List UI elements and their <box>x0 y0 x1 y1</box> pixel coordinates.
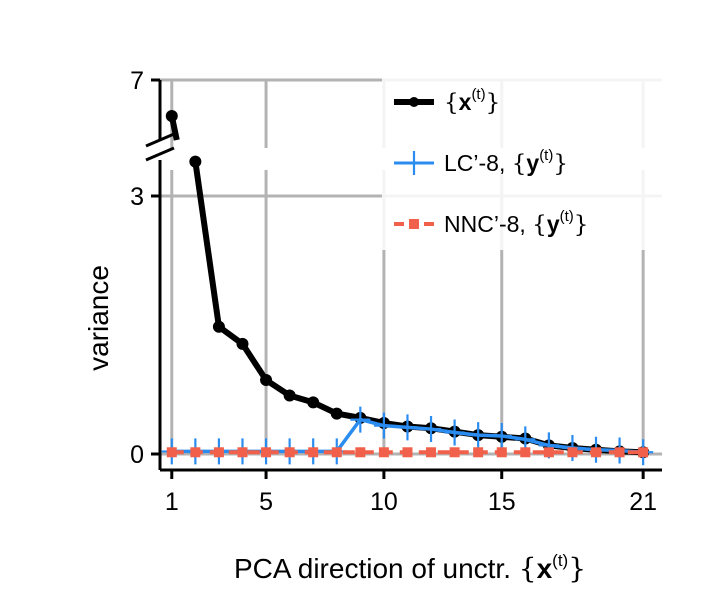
data-point <box>212 320 225 333</box>
y-tick-label: 7 <box>130 67 144 95</box>
x-axis-label-sup: (t) <box>552 551 568 570</box>
data-point <box>543 447 554 458</box>
legend-label: {x(t)} <box>444 86 500 116</box>
data-point <box>190 447 201 458</box>
legend-label-sup: (t) <box>471 86 485 103</box>
data-point <box>421 416 442 443</box>
y-tick-label: 3 <box>130 183 144 211</box>
y-axis-label: variance <box>83 265 114 371</box>
legend-label-brace-open: { <box>532 212 547 238</box>
data-point <box>331 447 342 458</box>
data-point <box>449 447 460 458</box>
legend-label-brace-open: { <box>444 90 459 116</box>
data-point <box>496 447 507 458</box>
x-tick-label: 1 <box>165 488 179 516</box>
legend-label-brace-close: } <box>486 90 501 116</box>
legend-marker <box>409 219 419 229</box>
axis-break-mark-upper <box>145 132 175 148</box>
legend-label-var: x <box>459 89 472 115</box>
series <box>161 110 654 466</box>
data-point <box>614 447 625 458</box>
x-tick-label: 15 <box>488 488 516 516</box>
data-point <box>237 447 248 458</box>
data-point <box>378 447 389 458</box>
legend-label-var: y <box>547 211 560 237</box>
data-point <box>330 407 343 420</box>
x-axis-label: PCA direction of unctr. {x(t)} <box>234 551 586 585</box>
x-axis-label-brace-close: } <box>568 552 586 585</box>
legend-label: LC’-8, {y(t)} <box>444 147 568 177</box>
axis-break-mark-lower <box>145 146 175 162</box>
data-point <box>567 447 578 458</box>
legend-label: NNC’-8, {y(t)} <box>444 208 588 238</box>
data-point <box>426 447 437 458</box>
legend-label-brace-open: { <box>512 151 527 177</box>
x-axis-label-var: x <box>537 553 553 584</box>
legend-label-var: y <box>526 150 539 176</box>
data-point <box>284 447 295 458</box>
data-point <box>397 414 418 441</box>
x-axis-label-brace-open: { <box>519 552 537 585</box>
legend-item-2: NNC’-8, {y(t)} <box>394 208 588 238</box>
data-point <box>260 374 273 387</box>
data-point <box>236 337 249 350</box>
legend-label-brace-close: } <box>574 212 589 238</box>
data-point <box>491 422 512 449</box>
data-point <box>166 447 177 458</box>
data-point <box>189 155 202 168</box>
data-point <box>350 406 371 433</box>
x-tick-label: 21 <box>629 488 657 516</box>
series-2 <box>166 447 649 458</box>
data-point <box>444 419 465 446</box>
axes <box>145 78 662 479</box>
legend-label-name: LC’-8, <box>444 150 512 176</box>
legend-marker <box>409 97 419 107</box>
legend-label-name: NNC’-8, <box>444 211 532 237</box>
data-point <box>307 396 320 409</box>
data-point <box>638 447 649 458</box>
data-point <box>468 422 489 449</box>
legend-marker <box>404 151 424 175</box>
legend-item-0: {x(t)} <box>394 86 500 116</box>
data-point <box>283 389 296 402</box>
data-point <box>213 447 224 458</box>
data-point <box>473 447 484 458</box>
data-point <box>165 110 178 122</box>
data-point <box>308 447 319 458</box>
data-point <box>520 447 531 458</box>
data-point <box>261 447 272 458</box>
data-point <box>355 447 366 458</box>
data-point <box>373 412 394 439</box>
legend-label-sup: (t) <box>560 208 574 225</box>
x-axis-label-text: PCA direction of unctr. <box>234 553 519 584</box>
data-point <box>402 447 413 458</box>
legend-item-1: LC’-8, {y(t)} <box>394 147 568 177</box>
x-tick-label: 5 <box>259 488 273 516</box>
x-tick-label: 10 <box>370 488 398 516</box>
legend-label-sup: (t) <box>539 147 553 164</box>
legend-label-brace-close: } <box>553 151 568 177</box>
y-tick-label: 0 <box>130 441 144 469</box>
data-point <box>591 447 602 458</box>
legend: {x(t)}LC’-8, {y(t)}NNC’-8, {y(t)} <box>382 78 662 250</box>
